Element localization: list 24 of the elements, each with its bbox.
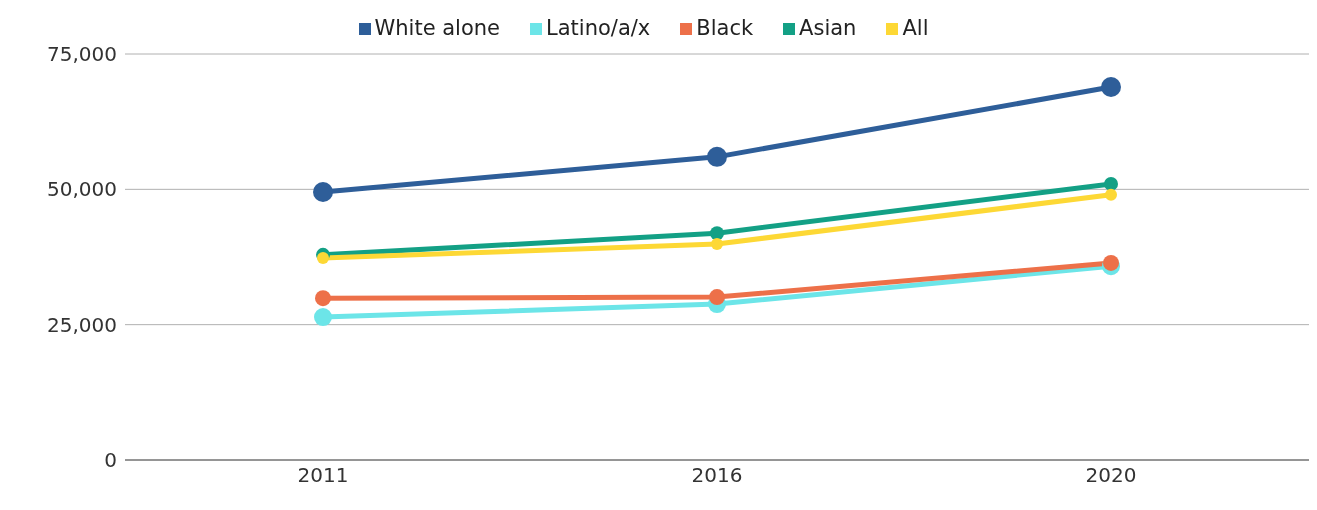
y-tick-label: 0 <box>104 448 117 473</box>
y-tick-label: 75,000 <box>47 42 117 67</box>
x-tick-label: 2016 <box>691 463 743 488</box>
point <box>313 182 333 203</box>
point <box>707 146 727 167</box>
legend-label: All <box>902 16 929 40</box>
y-tick-label: 25,000 <box>47 312 117 337</box>
point <box>1105 188 1117 201</box>
point <box>1103 254 1119 271</box>
y-tick-label: 50,000 <box>47 177 117 202</box>
legend-label: Asian <box>799 16 857 40</box>
legend-label: Latino/a/x <box>546 16 651 40</box>
point <box>315 290 331 307</box>
point <box>1101 77 1121 98</box>
point <box>317 252 329 265</box>
point <box>709 289 725 306</box>
point <box>711 238 723 251</box>
x-tick-label: 2011 <box>297 463 349 488</box>
point <box>710 226 724 241</box>
legend-label: White alone <box>374 16 501 40</box>
point <box>314 308 332 327</box>
legend-label: Black <box>696 16 754 40</box>
x-tick-label: 2020 <box>1085 463 1137 488</box>
point <box>1104 176 1118 191</box>
